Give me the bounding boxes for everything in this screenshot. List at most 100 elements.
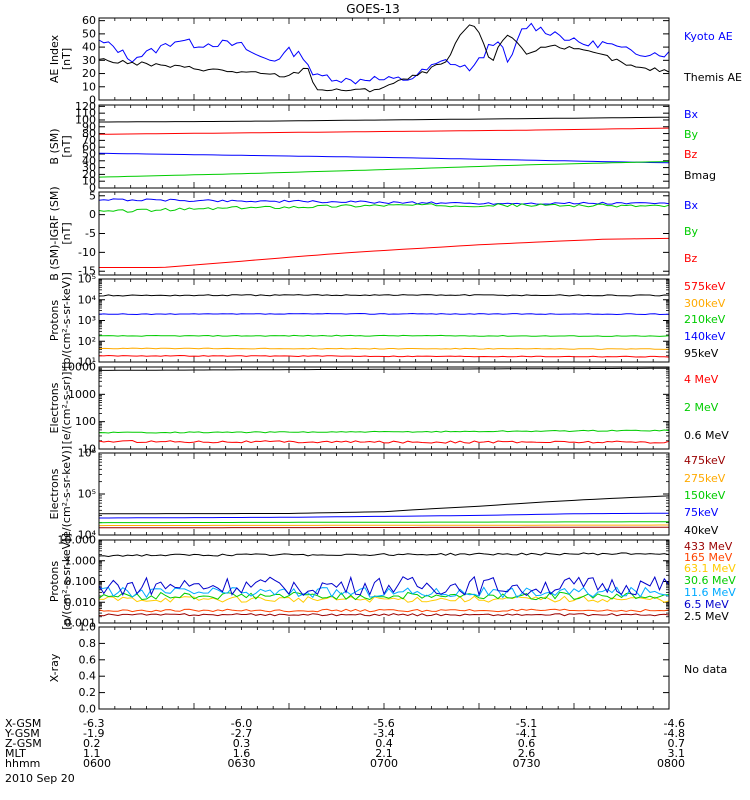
ephemeris-value: -4.8 xyxy=(664,727,685,740)
legend-entry: Bx xyxy=(684,199,699,212)
legend-entry: Bx xyxy=(684,108,699,121)
ephemeris-value: 0.3 xyxy=(233,737,251,750)
ephemeris-label: X-GSM xyxy=(5,717,41,730)
y-tick-label: 100 xyxy=(75,113,96,126)
series-line-b-by xyxy=(98,161,670,178)
y-tick-label: 70 xyxy=(82,134,96,147)
ephemeris-value: 0.6 xyxy=(518,737,536,750)
legend-entry: Themis AE xyxy=(683,71,742,84)
y-tick-label: 30 xyxy=(82,54,96,67)
y-tick-label: 60 xyxy=(82,14,96,27)
ephemeris-value: 0600 xyxy=(83,757,111,770)
series-line-protons1-575kev xyxy=(98,354,670,358)
panel-protons1: 10¹ 10² 10³ 10⁴ 10⁵ Protons [p/(cm²-s-sr-keV)]… xyxy=(48,272,726,369)
legend-entry: 0.6 MeV xyxy=(684,429,729,442)
legend-entry: 165 MeV xyxy=(684,551,733,564)
y-tick-label: 10⁶ xyxy=(78,447,97,460)
legend-entry: 575keV xyxy=(684,280,726,293)
y-tick-label: 90 xyxy=(82,120,96,133)
y-tick-label: 20 xyxy=(82,67,96,80)
series-line-electrons1-4-mev xyxy=(98,439,670,444)
y-tick-label: 0.8 xyxy=(79,637,97,650)
series-line-bdiff-bx xyxy=(98,198,670,205)
y-axis-unit: [e/(cm²-s-sr)] xyxy=(60,372,73,445)
panel-frame xyxy=(98,626,670,710)
panel-frame xyxy=(98,539,670,624)
ephemeris-value: 0.4 xyxy=(375,737,393,750)
y-tick-label: 10⁴ xyxy=(78,293,97,306)
ephemeris-label: Z-GSM xyxy=(5,737,42,750)
ephemeris-value: -2.7 xyxy=(231,727,252,740)
panel-frame xyxy=(98,104,670,189)
legend-entry: Kyoto AE xyxy=(684,30,733,43)
y-tick-label: 10 xyxy=(82,443,96,456)
y-tick-label: 0 xyxy=(89,94,96,107)
ephemeris-label: hhmm xyxy=(5,757,40,770)
legend-entry: 475keV xyxy=(684,454,726,467)
y-axis-label: B (SM)-IGRF (SM) xyxy=(48,186,61,280)
y-tick-label: 50 xyxy=(82,27,96,40)
legend-entry: 275keV xyxy=(684,472,726,485)
ephemeris-value: 0.2 xyxy=(83,737,101,750)
series-line-b-bx xyxy=(98,152,670,164)
series-line-protons2-30-6-mev xyxy=(98,591,670,601)
y-axis-label: Protons xyxy=(48,300,61,341)
series-line-electrons2-475kev xyxy=(99,526,669,529)
y-tick-label: 0.001 xyxy=(65,617,97,630)
legend-entry: 63.1 MeV xyxy=(684,562,736,575)
y-tick-label: 10³ xyxy=(78,314,96,327)
series-line-electrons1-2-mev xyxy=(98,429,670,434)
panel-frame xyxy=(98,17,670,101)
panel-frame xyxy=(98,278,670,363)
y-tick-label: 40 xyxy=(82,41,96,54)
legend-entry: By xyxy=(684,225,699,238)
y-tick-label: 50 xyxy=(82,147,96,160)
series-line-protons1-140kev xyxy=(98,312,670,316)
y-tick-label: 10 xyxy=(82,175,96,188)
ephemeris-value: -6.3 xyxy=(83,717,104,730)
y-tick-label: -5 xyxy=(85,227,96,240)
y-tick-label: 0.100 xyxy=(65,575,97,588)
y-tick-label: 10 xyxy=(82,80,96,93)
y-tick-label: 0.6 xyxy=(79,653,97,666)
series-line-electrons2-75kev xyxy=(99,512,670,519)
legend-entry: 4 MeV xyxy=(684,373,719,386)
legend-entry: 75keV xyxy=(684,506,719,519)
panel-frame xyxy=(98,452,670,536)
y-tick-label: 10.000 xyxy=(58,534,97,547)
date-label: 2010 Sep 20 xyxy=(5,772,75,785)
chart-title: GOES-13 xyxy=(346,2,400,16)
legend-entry: 300keV xyxy=(684,297,726,310)
y-tick-label: 1.0 xyxy=(79,621,97,634)
series-line-electrons2-150kev xyxy=(98,521,669,524)
series-line-ae-themis-ae xyxy=(98,24,670,93)
y-axis-label: Protons xyxy=(48,561,61,602)
legend-entry: Bz xyxy=(684,252,698,265)
series-line-bdiff-by xyxy=(98,203,670,213)
ephemeris-value: 0800 xyxy=(657,757,685,770)
y-tick-label: 120 xyxy=(75,100,96,113)
y-tick-label: 30 xyxy=(82,161,96,174)
y-tick-label: 80 xyxy=(82,127,96,140)
ephemeris-value: 0.7 xyxy=(668,737,686,750)
y-axis-label: X-ray xyxy=(48,653,61,682)
y-tick-label: 10000 xyxy=(61,361,96,374)
series-line-protons2-6-5-mev xyxy=(98,575,670,597)
legend-entry: Bz xyxy=(684,148,698,161)
y-axis-unit: [p/(cm²-s-sr-keV)] xyxy=(60,533,73,630)
series-line-ae-kyoto-ae xyxy=(98,22,670,85)
series-line-protons1-210kev xyxy=(98,334,670,337)
panel-frame xyxy=(98,191,670,276)
series-line-b-bz xyxy=(98,127,670,135)
ephemeris-value: 1.6 xyxy=(233,747,251,760)
legend-entry: 40keV xyxy=(684,524,719,537)
y-axis-unit: [nT] xyxy=(60,48,73,70)
ephemeris-value: -6.0 xyxy=(231,717,252,730)
ephemeris-value: 2.6 xyxy=(518,747,536,760)
legend-entry: 433 MeV xyxy=(684,540,733,553)
y-axis-label: Electrons xyxy=(48,468,61,519)
y-tick-label: 0.010 xyxy=(65,596,97,609)
series-line-protons2-2-5-mev xyxy=(98,552,670,558)
y-tick-label: 10⁵ xyxy=(78,488,96,501)
